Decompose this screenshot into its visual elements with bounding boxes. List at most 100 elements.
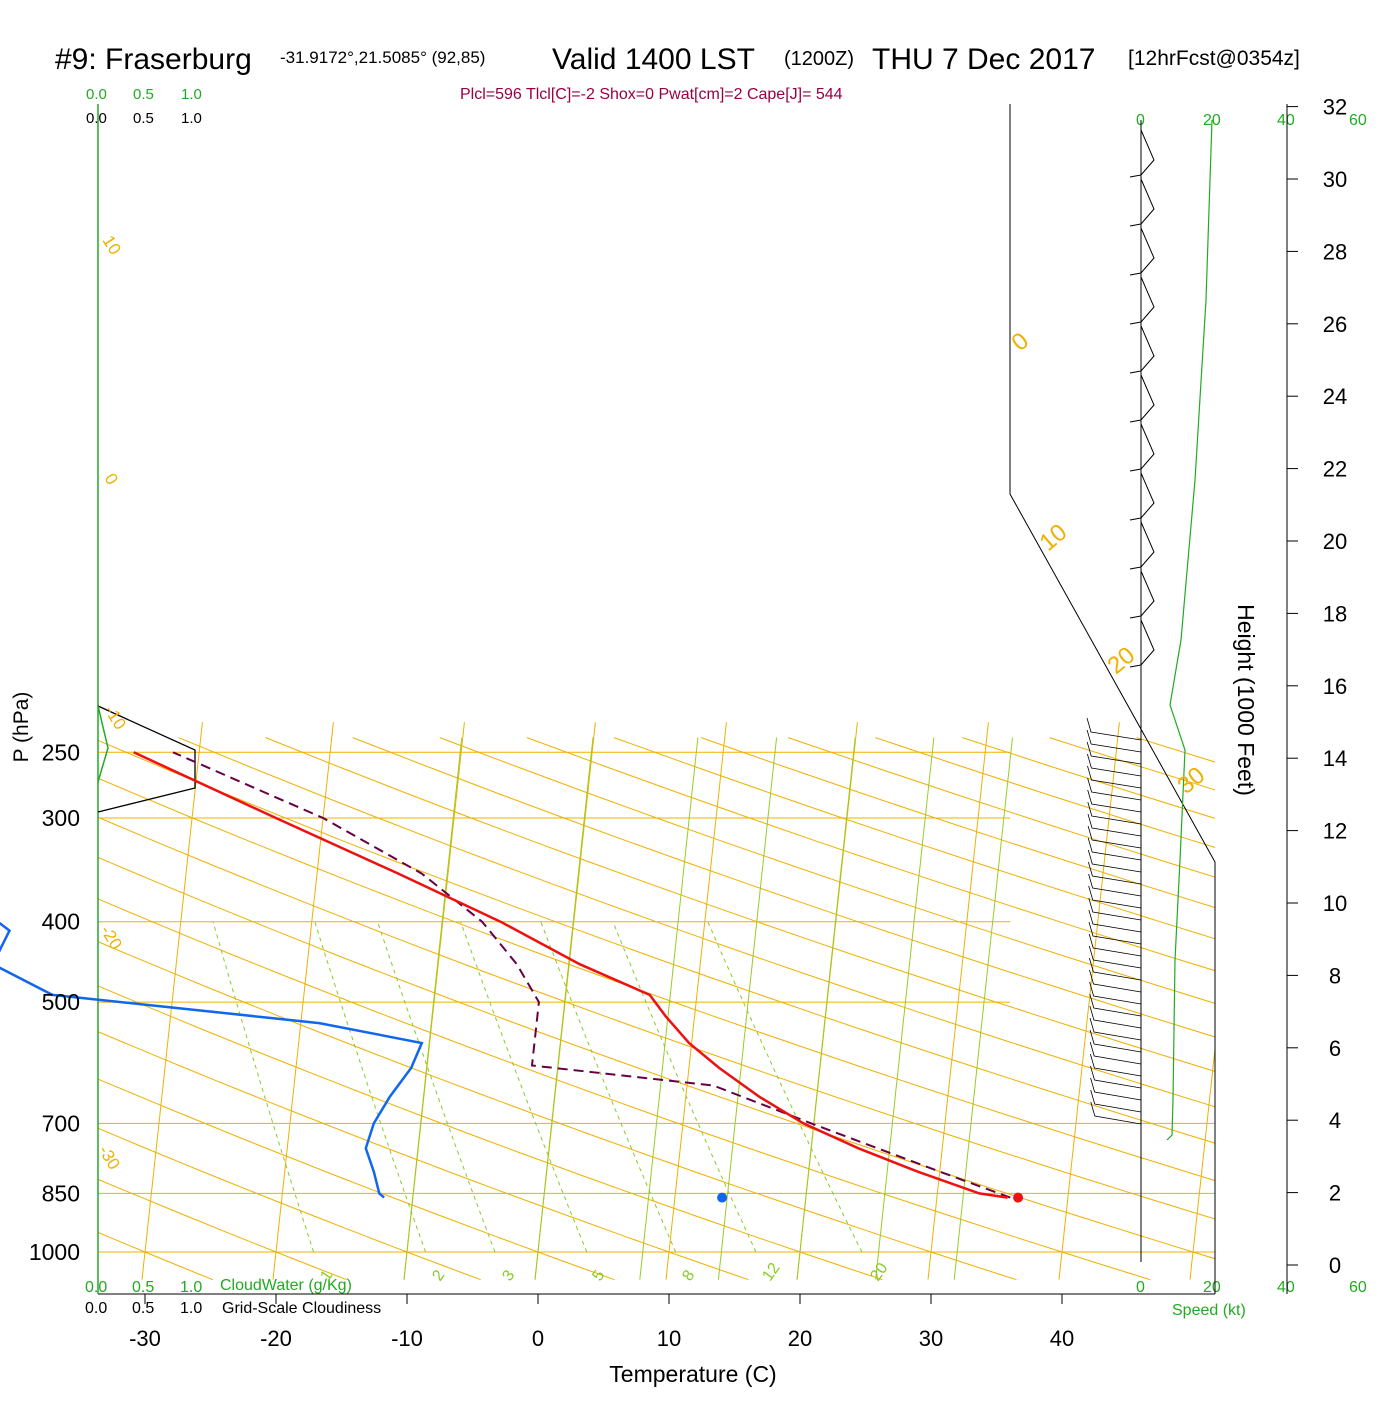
station-title: #9: Fraserburg xyxy=(55,43,252,76)
mixing-ratio-line xyxy=(213,922,314,1252)
height-axis-title: Height (1000 Feet) xyxy=(1233,604,1259,796)
isotherm-line xyxy=(928,722,988,1279)
moist-adiabat-line xyxy=(404,738,462,1280)
pressure-tick-label: 300 xyxy=(42,805,80,831)
isotherm-label: 10 xyxy=(1035,519,1073,557)
wind-barb-flag xyxy=(1130,175,1141,177)
dry-adiabats xyxy=(0,738,1400,1280)
wind-barb-flag xyxy=(1130,567,1141,569)
dry-adiabat-line xyxy=(0,738,1400,1280)
wind-barb xyxy=(1141,620,1154,665)
wind-barb xyxy=(1141,522,1154,567)
wind-barb xyxy=(1088,850,1141,872)
surface-temperature-dot xyxy=(1013,1193,1023,1203)
dry-adiabat-line xyxy=(0,738,883,1280)
wind-barb-flag xyxy=(1130,273,1141,275)
wind-barb xyxy=(1090,970,1142,992)
dry-adiabat-line xyxy=(266,738,1400,1280)
dry-adiabat-line xyxy=(91,738,1400,1280)
wind-barb xyxy=(1089,946,1141,968)
wind-barb-flag xyxy=(1130,224,1141,226)
wind-barb xyxy=(1090,1006,1141,1028)
height-tick-label: 16 xyxy=(1323,674,1347,699)
wind-barb xyxy=(1088,814,1141,836)
cloudiness-axis-label: Grid-Scale Cloudiness xyxy=(222,1300,381,1317)
height-tick-label: 28 xyxy=(1323,239,1347,264)
wind-barb xyxy=(1091,1090,1141,1112)
wind-barb xyxy=(1091,1102,1141,1124)
mixing-ratio-label: 12 xyxy=(759,1260,783,1284)
cloudwater-tick-bottom: 1.0 xyxy=(180,1279,202,1296)
x-tick-label: 20 xyxy=(788,1326,812,1351)
right-boundary-line xyxy=(1010,104,1215,1294)
pressure-tick-label: 850 xyxy=(42,1180,80,1206)
height-tick-label: 8 xyxy=(1329,963,1341,988)
isotherm-label: 20 xyxy=(1103,642,1141,680)
x-tick-label: -10 xyxy=(391,1326,423,1351)
x-tick-label: 30 xyxy=(919,1326,943,1351)
plot-frame xyxy=(98,104,1287,1294)
wind-barb xyxy=(1090,1030,1141,1052)
height-tick-label: 30 xyxy=(1323,167,1347,192)
valid-time: Valid 1400 LST xyxy=(552,43,755,76)
isotherm-label: 0 xyxy=(1007,327,1035,356)
cloudiness-tick-bottom: 0.0 xyxy=(85,1300,107,1317)
wind-barb xyxy=(1090,994,1141,1016)
wind-barb xyxy=(1141,571,1154,616)
height-tick-label: 0 xyxy=(1329,1253,1341,1278)
mixing-ratio-label: 2 xyxy=(429,1267,448,1284)
height-tick-label: 10 xyxy=(1323,891,1347,916)
wind-barb-flag xyxy=(1130,322,1141,324)
wind-barb xyxy=(1141,326,1154,371)
cloudiness-tick-top: 0.0 xyxy=(86,110,107,127)
wind-barb xyxy=(1141,228,1154,273)
indices-text: Plcl=596 Tlcl[C]=-2 Shox=0 Pwat[cm]=2 Ca… xyxy=(460,86,843,103)
x-tick-label: 0 xyxy=(532,1326,544,1351)
y-axis-title: P (hPa) xyxy=(10,692,33,763)
mixing-ratio-line xyxy=(541,922,676,1252)
wind-barb xyxy=(1090,1054,1141,1076)
speed-tick-top: 60 xyxy=(1349,112,1367,129)
cloudiness-tick-top: 1.0 xyxy=(181,110,202,127)
dry-adiabat-line xyxy=(0,738,615,1280)
wind-barb xyxy=(1088,790,1141,812)
wind-barb xyxy=(1141,179,1154,224)
dry-adiabat-line xyxy=(875,738,1400,1280)
wind-barb xyxy=(1089,958,1141,980)
height-tick-label: 2 xyxy=(1329,1181,1341,1206)
moist-adiabat-line xyxy=(954,738,1012,1280)
isotherm-label: -30 xyxy=(95,1142,124,1173)
pressure-tick-label: 1000 xyxy=(29,1239,80,1265)
parcel-profile-line xyxy=(173,752,1010,1197)
x-tick-label: -30 xyxy=(129,1326,161,1351)
height-tick-label: 26 xyxy=(1323,312,1347,337)
temperature-profile-line xyxy=(134,752,1008,1197)
height-tick-label: 24 xyxy=(1323,384,1347,409)
height-tick-label: 14 xyxy=(1323,746,1347,771)
wind-barb xyxy=(1088,838,1141,860)
pressure-tick-label: 700 xyxy=(42,1110,80,1136)
cloudiness-scale-bottom: 0.0 0.5 1.0 Grid-Scale Cloudiness xyxy=(85,1300,381,1317)
height-tick-label: 20 xyxy=(1323,529,1347,554)
isotherm-line xyxy=(273,722,333,1279)
wind-barb xyxy=(1141,375,1154,420)
height-tick-label: 32 xyxy=(1323,95,1347,120)
wind-barb-flag xyxy=(1130,518,1141,520)
cloudwater-tick-top: 0.5 xyxy=(133,86,154,103)
height-tick-label: 12 xyxy=(1323,819,1347,844)
cloudwater-tick-top: 0.0 xyxy=(86,86,107,103)
station-coords: -31.9172°,21.5085° (92,85) xyxy=(280,48,485,67)
x-tick-label: 10 xyxy=(657,1326,681,1351)
wind-barb xyxy=(1087,742,1141,764)
wind-barb xyxy=(1089,886,1141,908)
wind-barb xyxy=(1090,1042,1141,1064)
wind-barb xyxy=(1091,1066,1142,1088)
cloudwater-scale-bottom: 0.0 0.5 1.0 CloudWater (g/Kg) xyxy=(85,1277,352,1296)
moist-adiabat-line xyxy=(797,738,855,1280)
wind-barb-flag xyxy=(1130,616,1141,618)
wind-barb-flag xyxy=(1130,469,1141,471)
wind-barb xyxy=(1088,802,1141,824)
wind-barb xyxy=(1090,1018,1141,1040)
isotherm-label: -10 xyxy=(101,702,130,733)
wind-barb xyxy=(1141,473,1154,518)
